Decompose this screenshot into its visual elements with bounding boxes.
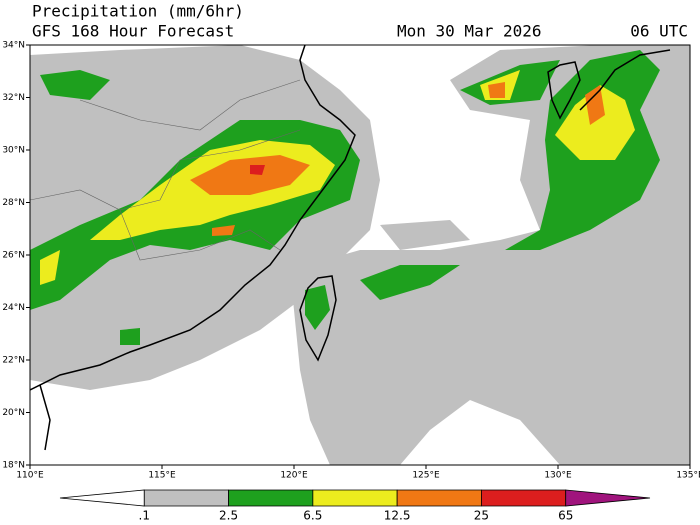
lat-label: 20°N	[2, 408, 25, 418]
lat-label: 26°N	[2, 251, 25, 261]
lat-label: 18°N	[2, 461, 25, 471]
lon-label: 135°E	[676, 471, 700, 481]
colorbar-segment	[59, 489, 145, 507]
lon-label: 115°E	[148, 471, 176, 481]
lat-label: 28°N	[2, 198, 25, 208]
subtitle: GFS 168 Hour Forecast	[32, 22, 234, 41]
colorbar-label: 6.5	[303, 509, 322, 523]
colorbar-label: 2.5	[219, 509, 238, 523]
lat-label: 34°N	[2, 41, 25, 51]
colorbar-segment	[312, 489, 398, 507]
lat-label: 32°N	[2, 93, 25, 103]
colorbar-label: .1	[139, 509, 150, 523]
date: Mon 30 Mar 2026	[397, 22, 542, 41]
colorbar-segment	[143, 489, 229, 507]
colorbar-label: 25	[474, 509, 489, 523]
map-layer	[30, 45, 690, 465]
colorbar-segment	[481, 489, 567, 507]
colorbar-segment	[228, 489, 314, 507]
lat-label: 30°N	[2, 146, 25, 156]
lat-label: 24°N	[2, 303, 25, 313]
colorbar: .1 2.5 6.5 12.5 25 65	[59, 489, 651, 523]
colorbar-label: 65	[558, 509, 573, 523]
lon-label: 125°E	[412, 471, 440, 481]
lon-label: 130°E	[544, 471, 572, 481]
colorbar-label: 12.5	[384, 509, 411, 523]
title: Precipitation (mm/6hr)	[32, 2, 244, 21]
axes: 18°N 20°N 22°N 24°N 26°N 28°N 30°N 32°N 34°N 110°…	[2, 41, 700, 481]
lat-label: 22°N	[2, 356, 25, 366]
colorbar-segment	[396, 489, 482, 507]
time: 06 UTC	[630, 22, 688, 41]
lon-label: 120°E	[280, 471, 308, 481]
lon-label: 110°E	[16, 471, 44, 481]
colorbar-segment	[565, 489, 651, 507]
